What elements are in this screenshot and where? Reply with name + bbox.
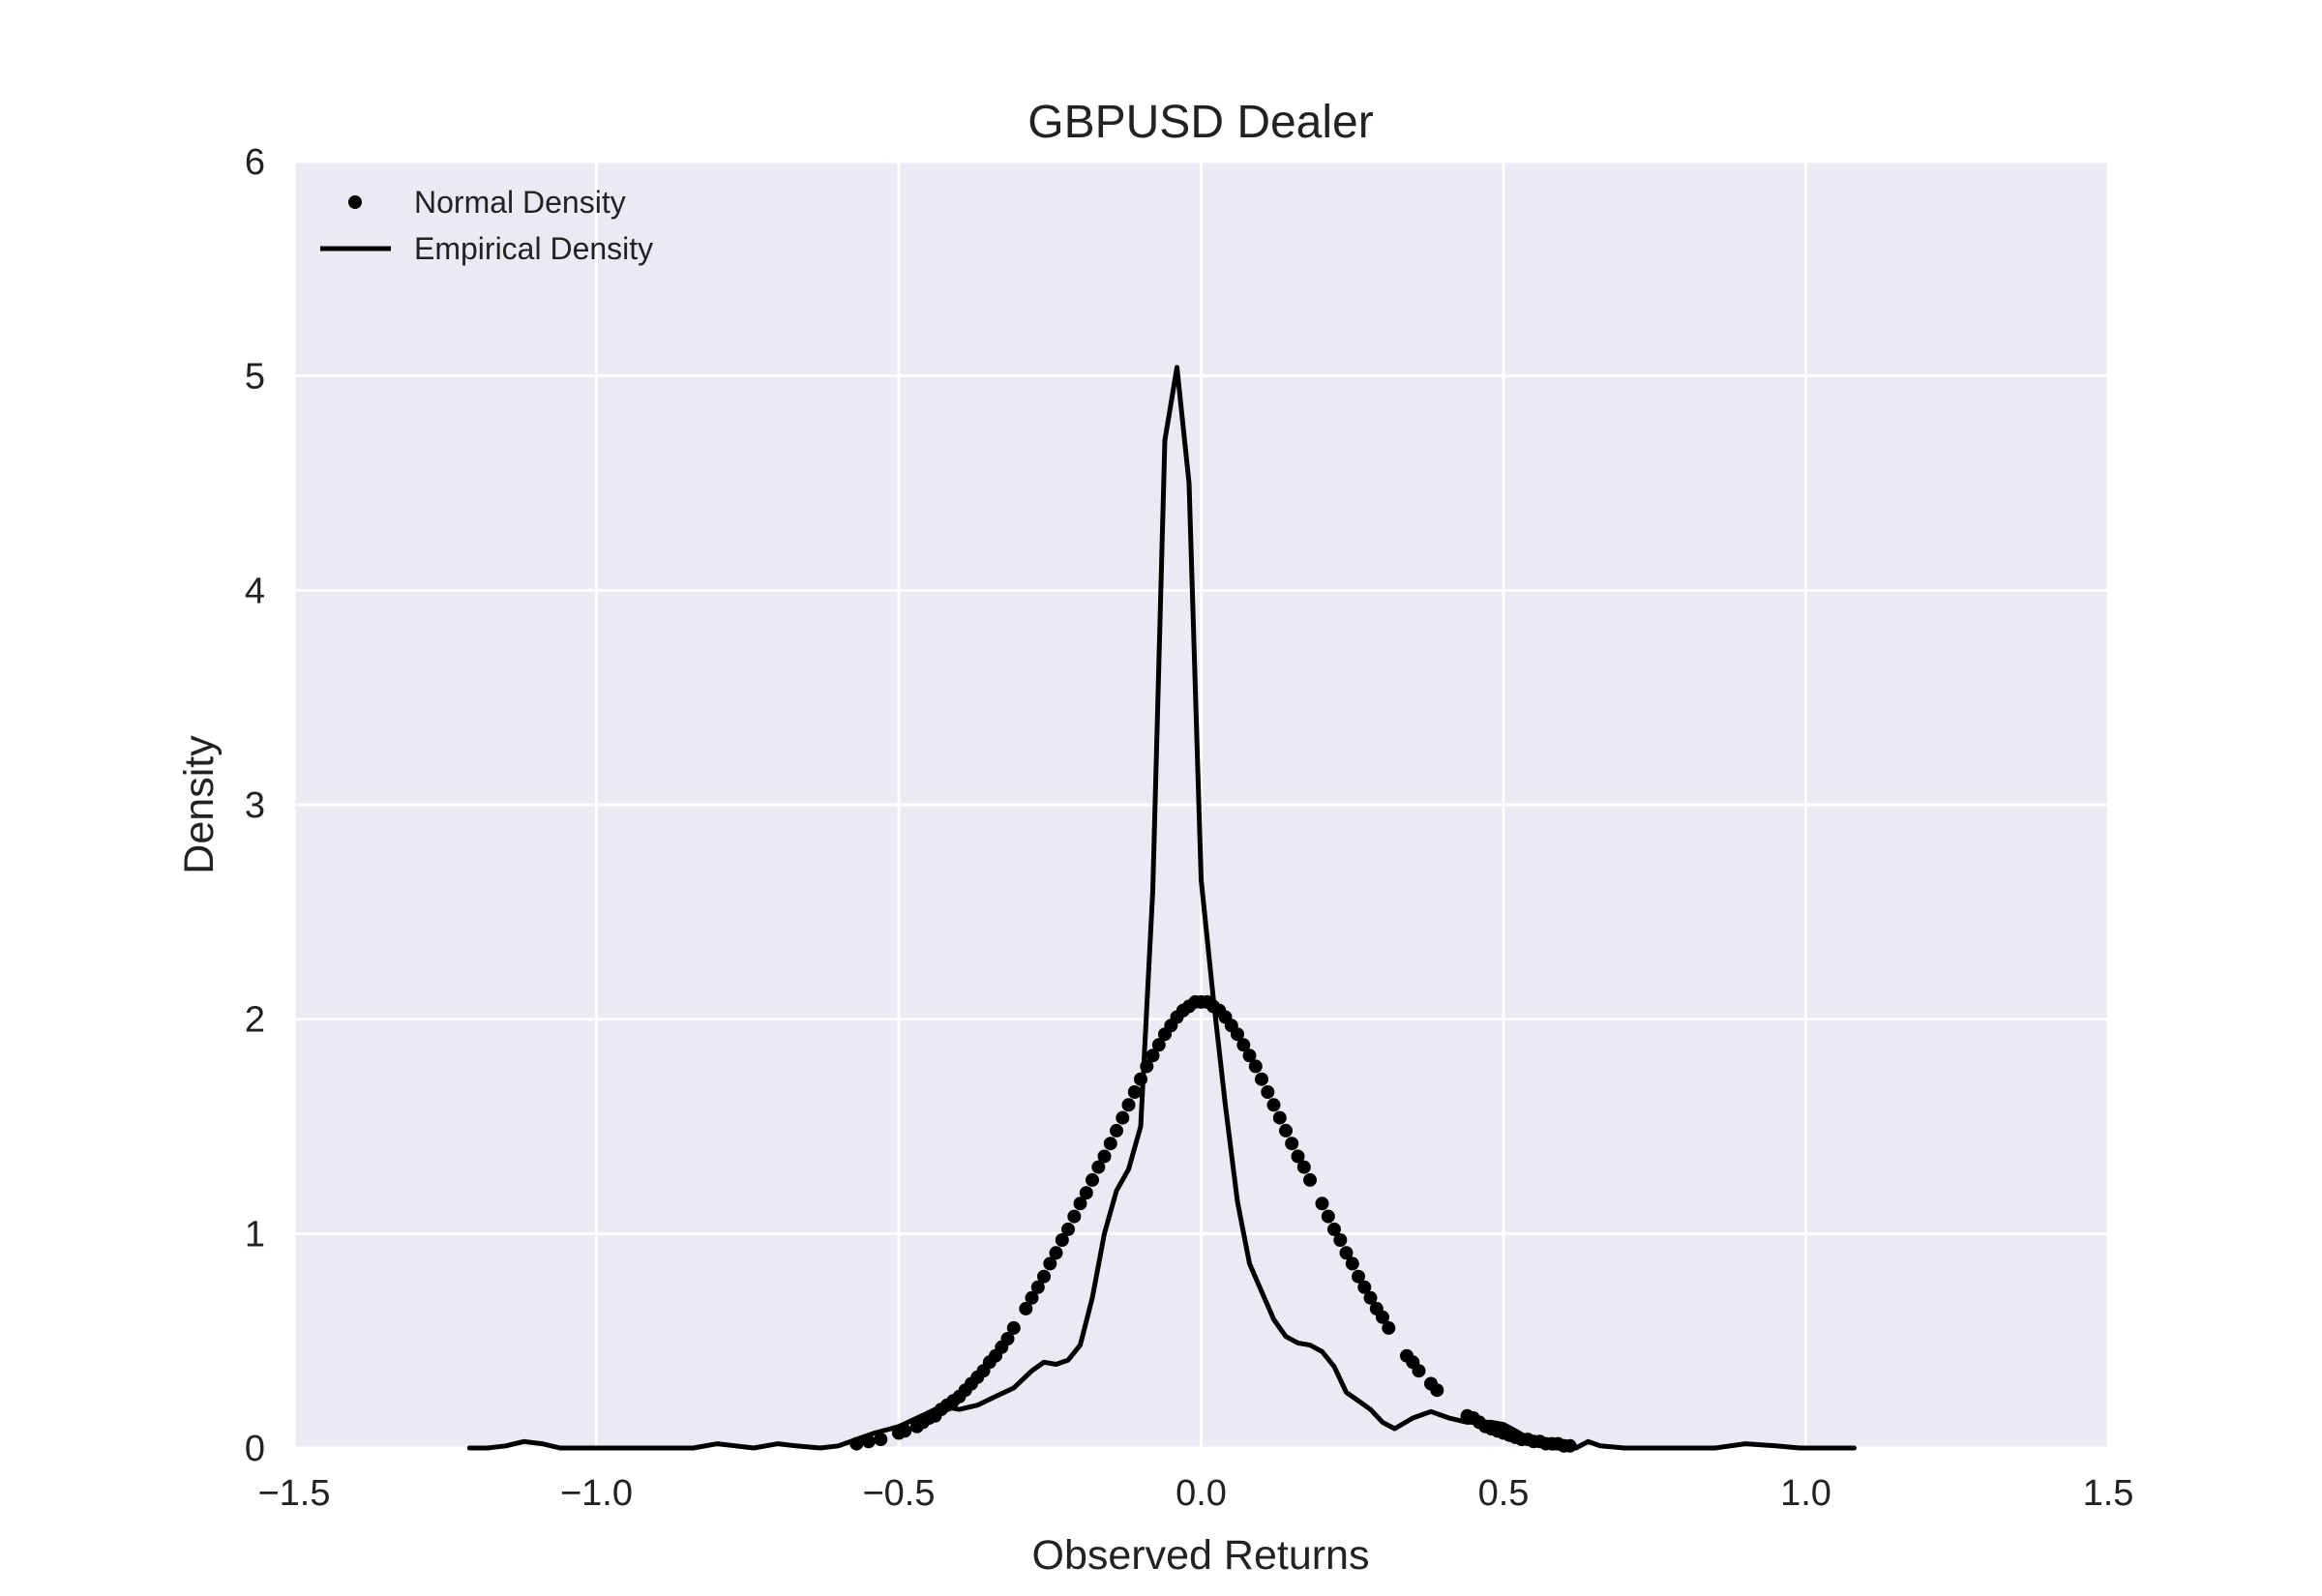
- normal-density-point: [1097, 1149, 1112, 1164]
- normal-density-point: [1272, 1110, 1287, 1125]
- normal-density-point: [1255, 1072, 1268, 1086]
- normal-density-point: [1279, 1123, 1293, 1138]
- normal-density-point: [1110, 1123, 1123, 1138]
- normal-density-point: [1151, 1038, 1166, 1052]
- legend: Normal Density Empirical Density: [320, 185, 653, 266]
- y-tick-label: 1: [245, 1214, 265, 1255]
- normal-density-point: [1025, 1290, 1039, 1305]
- normal-density-point: [874, 1433, 888, 1447]
- normal-density-point: [1000, 1332, 1015, 1345]
- normal-density-point: [1291, 1149, 1305, 1164]
- y-tick-label: 6: [245, 142, 265, 183]
- normal-density-point: [1134, 1072, 1147, 1086]
- normal-density-point: [1049, 1246, 1063, 1260]
- x-axis-label: Observed Returns: [1032, 1532, 1370, 1579]
- normal-density-point: [1055, 1233, 1069, 1247]
- normal-density-point: [1006, 1320, 1021, 1335]
- normal-density-point: [1116, 1110, 1130, 1125]
- normal-density-point: [1248, 1059, 1263, 1074]
- normal-density-point: [1242, 1049, 1257, 1063]
- normal-density-point: [1285, 1137, 1299, 1151]
- y-tick-label: 4: [245, 571, 265, 611]
- normal-density-point: [1121, 1098, 1136, 1112]
- x-tick-label: 0.5: [1478, 1473, 1530, 1514]
- normal-density-point: [1079, 1186, 1093, 1200]
- normal-density-point: [1363, 1290, 1378, 1305]
- y-tick-label: 0: [245, 1429, 265, 1469]
- normal-density-point: [1030, 1280, 1045, 1294]
- normal-density-point: [861, 1434, 876, 1449]
- legend-label-empirical-density: Empirical Density: [414, 231, 653, 266]
- normal-density-point: [1231, 1027, 1244, 1042]
- x-tick-label: −1.0: [560, 1473, 633, 1514]
- normal-density-point: [1043, 1256, 1057, 1271]
- normal-density-point: [1296, 1160, 1311, 1174]
- normal-density-point: [1345, 1256, 1359, 1271]
- x-tick-label: 1.5: [2083, 1473, 2134, 1514]
- y-axis-label: Density: [176, 735, 223, 874]
- normal-density-point: [1339, 1246, 1354, 1260]
- normal-density-point: [1352, 1269, 1365, 1284]
- normal-density-point: [1067, 1209, 1082, 1224]
- normal-density-point: [1091, 1160, 1106, 1174]
- normal-density-point: [1086, 1172, 1099, 1187]
- normal-density-point: [1357, 1280, 1372, 1294]
- series-layer: [466, 365, 1857, 1453]
- normal-density-point: [898, 1424, 912, 1438]
- normal-density-point: [1333, 1233, 1348, 1247]
- y-tick-label: 2: [245, 1000, 265, 1041]
- normal-density-point: [1266, 1098, 1281, 1112]
- x-tick-label: −1.5: [257, 1473, 330, 1514]
- normal-density-point: [1382, 1320, 1396, 1335]
- normal-density-point: [1261, 1085, 1275, 1099]
- normal-density-point: [1412, 1364, 1426, 1378]
- normal-density-point: [1376, 1310, 1389, 1324]
- normal-density-point: [1019, 1301, 1033, 1315]
- legend-label-normal-density: Normal Density: [414, 185, 626, 220]
- chart-title: GBPUSD Dealer: [1027, 97, 1373, 148]
- normal-density-point: [1327, 1222, 1341, 1236]
- normal-density-point: [1303, 1172, 1317, 1187]
- normal-density-point: [1236, 1038, 1251, 1052]
- normal-density-point: [1073, 1197, 1087, 1211]
- normal-density-point: [1315, 1197, 1329, 1211]
- legend-marker-normal-density: [348, 195, 362, 209]
- normal-density-point: [1061, 1222, 1075, 1236]
- x-tick-label: −0.5: [862, 1473, 935, 1514]
- normal-density-point: [1103, 1137, 1117, 1151]
- normal-density-point: [1430, 1383, 1444, 1398]
- normal-density-point: [1321, 1209, 1335, 1224]
- normal-density-point: [849, 1436, 864, 1451]
- normal-density-point: [1563, 1438, 1577, 1453]
- normal-density-point: [1037, 1269, 1051, 1284]
- x-tick-label: 0.0: [1176, 1473, 1227, 1514]
- y-tick-label: 3: [245, 785, 265, 826]
- axis-ticks: −1.5 −1.0 −0.5 0.0 0.5 1.0 1.5 0 1 2 3 4 5 6: [245, 142, 2134, 1514]
- normal-density-point: [1140, 1059, 1154, 1074]
- x-tick-label: 1.0: [1780, 1473, 1831, 1514]
- normal-density-point: [1127, 1085, 1142, 1099]
- y-tick-label: 5: [245, 357, 265, 398]
- normal-density-point: [1146, 1049, 1160, 1063]
